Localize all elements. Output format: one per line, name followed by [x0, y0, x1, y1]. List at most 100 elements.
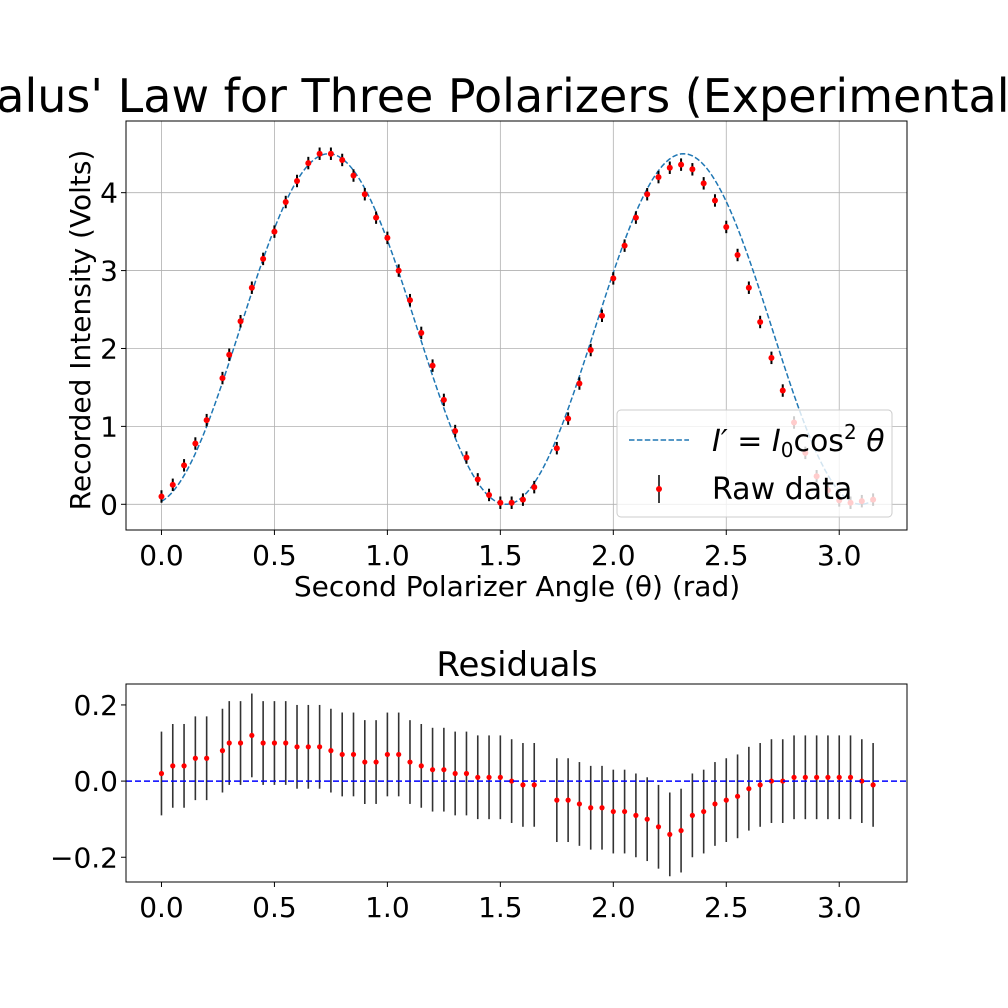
residual-point	[283, 740, 289, 746]
main-x-axis-label: Second Polarizer Angle (θ) (rad)	[294, 570, 740, 603]
residual-point	[294, 744, 300, 750]
residual-point	[373, 759, 379, 765]
raw-data-point	[192, 440, 199, 447]
residual-point	[599, 805, 605, 811]
residual-point	[486, 774, 492, 780]
residual-point	[622, 808, 628, 815]
residuals-title: Residuals	[436, 645, 597, 685]
raw-data-point	[531, 484, 538, 491]
raw-data-point	[723, 223, 730, 230]
residual-point	[825, 774, 831, 780]
raw-data-point	[610, 275, 617, 282]
residual-point	[644, 816, 650, 822]
raw-data-point	[219, 375, 226, 382]
residual-point	[271, 740, 278, 746]
raw-data-point	[395, 267, 402, 274]
residual-point	[588, 805, 594, 811]
residual-point	[192, 755, 198, 761]
residuals-y-tick-label: 0.2	[73, 689, 118, 722]
residual-point	[452, 770, 458, 777]
fit-curve-line	[161, 152, 874, 506]
raw-data-point	[452, 428, 459, 435]
residual-point	[237, 740, 244, 746]
raw-data-point	[248, 284, 255, 291]
main-chart: Malus' Law for Three Polarizers (Experim…	[0, 69, 1008, 603]
residual-point	[441, 767, 447, 773]
main-ticks: 0.0 0.5 1.0 1.5 2.0 2.5 3.0 0 1 2 3 4	[100, 177, 861, 572]
raw-data-point	[553, 445, 560, 452]
main-y-tick-label: 4	[100, 177, 118, 210]
main-y-tick-label: 0	[100, 488, 118, 521]
legend-raw-label: Raw data	[712, 472, 852, 507]
raw-data-point	[655, 174, 662, 181]
raw-data-point	[711, 197, 718, 204]
raw-data-point	[305, 160, 312, 167]
main-x-tick-label: 2.0	[591, 539, 636, 572]
residual-point	[554, 797, 560, 803]
raw-data-point	[508, 499, 515, 506]
residual-point	[317, 744, 323, 750]
raw-data-point	[463, 454, 470, 461]
main-chart-title: Malus' Law for Three Polarizers (Experim…	[0, 69, 1008, 123]
residual-point	[305, 744, 311, 750]
raw-data-point	[768, 354, 775, 361]
residuals-x-tick-label: 2.5	[704, 891, 749, 924]
raw-data-point	[181, 462, 188, 469]
raw-data-point	[361, 191, 368, 198]
residual-point	[814, 774, 820, 780]
raw-data-point	[576, 380, 583, 387]
main-y-axis-label: Recorded Intensity (Volts)	[64, 150, 97, 511]
residual-point	[531, 782, 537, 788]
raw-data-point	[294, 177, 301, 184]
raw-data-point	[384, 234, 391, 241]
raw-data-point	[678, 161, 685, 168]
residual-point	[689, 812, 695, 818]
legend-fit-label: I′ = I0cos2 θ	[712, 420, 885, 462]
raw-data-point	[632, 214, 639, 221]
residual-point	[667, 831, 673, 838]
main-y-tick-label: 2	[100, 332, 118, 365]
raw-data-point	[440, 396, 447, 403]
raw-data-point	[757, 318, 764, 325]
residual-point	[757, 782, 763, 788]
residuals-x-tick-label: 1.5	[478, 891, 523, 924]
residuals-x-tick-label: 0.0	[139, 891, 184, 924]
raw-data-point	[226, 351, 233, 358]
residual-point	[847, 774, 854, 780]
raw-data-point	[689, 166, 696, 173]
residual-point	[463, 770, 470, 777]
raw-data-point	[700, 180, 707, 187]
raw-data-point	[621, 242, 628, 249]
residual-point	[565, 797, 571, 803]
raw-data-point	[237, 318, 244, 325]
raw-data-point	[271, 228, 278, 235]
residual-point	[384, 751, 390, 758]
residual-point	[260, 740, 266, 746]
raw-data-point	[486, 491, 493, 498]
raw-data-point	[339, 156, 346, 163]
raw-data-point	[474, 476, 481, 483]
raw-data-point	[429, 362, 436, 369]
residual-point	[520, 782, 526, 788]
residual-point	[678, 827, 684, 834]
residual-point	[226, 740, 232, 746]
raw-data-point	[587, 347, 594, 354]
residual-point	[362, 759, 368, 765]
residuals-y-tick-label: 0.0	[73, 765, 118, 798]
residual-point	[475, 774, 481, 780]
residual-point	[701, 808, 707, 815]
legend-raw-point-swatch	[656, 486, 662, 492]
residual-point	[655, 824, 662, 830]
residuals-x-tick-label: 0.5	[252, 891, 297, 924]
raw-data-point	[158, 493, 165, 500]
raw-data-point	[519, 496, 526, 503]
residual-point	[407, 759, 413, 765]
residual-point	[339, 751, 345, 758]
residual-point	[509, 778, 515, 784]
residual-point	[802, 774, 808, 780]
residual-point	[158, 770, 165, 777]
residual-point	[723, 797, 729, 803]
residual-point	[712, 801, 718, 807]
raw-data-point	[745, 284, 752, 291]
residual-point	[746, 786, 752, 792]
